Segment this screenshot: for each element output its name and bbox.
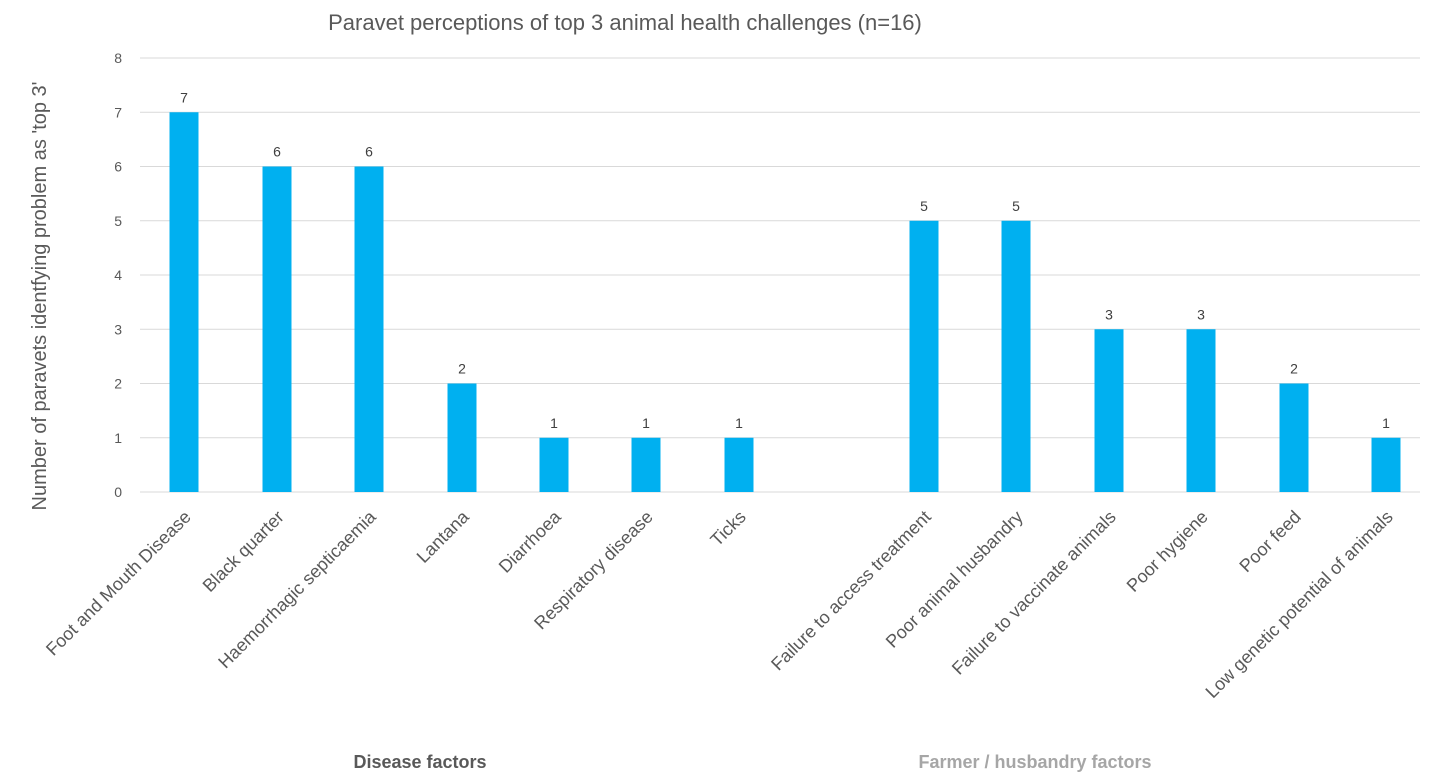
category-label: Failure to vaccinate animals (948, 507, 1120, 679)
data-label: 5 (1012, 198, 1020, 214)
data-label: 1 (735, 415, 743, 431)
category-label: Diarrhoea (495, 506, 566, 577)
category-labels: Foot and Mouth Disease Black quarterHaemo… (42, 506, 1397, 702)
gridlines (140, 57, 1420, 493)
y-axis-label: Number of paravets identfying problem as… (29, 82, 51, 511)
data-label: 5 (920, 198, 928, 214)
data-label: 3 (1197, 306, 1205, 322)
group-label: Farmer / husbandry factors (918, 752, 1151, 772)
data-label: 7 (180, 89, 188, 105)
bar (262, 166, 292, 492)
y-tick-label: 0 (114, 484, 122, 500)
bar (447, 383, 477, 492)
bar (1001, 220, 1031, 492)
group-labels: Disease factors Farmer / husbandry factor… (353, 752, 1151, 772)
y-tick-label: 2 (114, 376, 122, 392)
category-label: Black quarter (199, 507, 288, 596)
bar (631, 437, 661, 492)
bar (1094, 329, 1124, 492)
data-label: 6 (273, 144, 281, 160)
data-label: 6 (365, 144, 373, 160)
data-labels: 7 6 6 2 1 1 1 5 5 3 3 2 1 (180, 89, 1390, 431)
y-tick-label: 3 (114, 321, 122, 337)
bar (724, 437, 754, 492)
data-label: 3 (1105, 306, 1113, 322)
category-label: Failure to access treatment (767, 507, 935, 675)
data-label: 2 (1290, 361, 1298, 377)
y-tick-label: 4 (114, 267, 122, 283)
bar (1186, 329, 1216, 492)
data-label: 2 (458, 361, 466, 377)
bar (169, 112, 199, 492)
y-tick-label: 5 (114, 213, 122, 229)
y-tick-label: 8 (114, 50, 122, 66)
bar (539, 437, 569, 492)
category-label: Foot and Mouth Disease (42, 507, 195, 660)
group-label: Disease factors (353, 752, 486, 772)
category-label: Poor hygiene (1123, 507, 1212, 596)
category-label: Haemorrhagic septicaemia (214, 506, 380, 672)
y-tick-label: 7 (114, 104, 122, 120)
category-label: Low genetic potential of animals (1202, 507, 1397, 702)
data-label: 1 (642, 415, 650, 431)
category-label: Poor feed (1235, 507, 1304, 576)
data-label: 1 (550, 415, 558, 431)
bar (1279, 383, 1309, 492)
category-label: Lantana (413, 506, 474, 567)
chart-title: Paravet perceptions of top 3 animal heal… (328, 10, 922, 35)
data-label: 1 (1382, 415, 1390, 431)
category-label: Ticks (706, 507, 749, 550)
y-tick-labels: 0 1 2 3 4 5 6 7 8 (114, 50, 122, 500)
bars (169, 112, 1401, 492)
bar (354, 166, 384, 492)
y-tick-label: 1 (114, 430, 122, 446)
bar (909, 220, 939, 492)
bar (1371, 437, 1401, 492)
y-tick-label: 6 (114, 159, 122, 175)
